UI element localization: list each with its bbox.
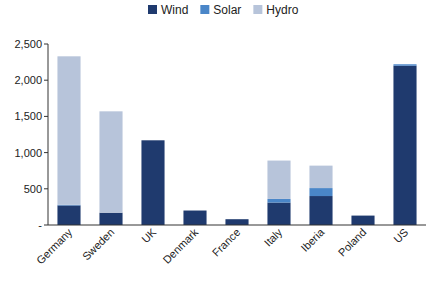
x-tick-label: UK: [139, 225, 159, 245]
bar-segment: [393, 64, 416, 65]
bar-segment: [183, 210, 206, 211]
y-tick: [44, 225, 48, 226]
bar-segment: [99, 111, 122, 212]
bar-segment: [141, 140, 164, 141]
bar-segment: [309, 166, 332, 188]
y-tick-label: 500: [24, 183, 42, 195]
bar-segment: [57, 205, 80, 225]
legend-label: Hydro: [266, 3, 298, 17]
bar-segment: [267, 161, 290, 199]
legend-swatch: [200, 5, 209, 14]
y-tick-label: 2,500: [14, 38, 42, 50]
legend-label: Wind: [161, 3, 188, 17]
bar-segment: [225, 219, 248, 220]
y-tick: [44, 44, 48, 45]
x-tick-label: Sweden: [80, 226, 117, 263]
bar-segment: [183, 210, 206, 211]
bar-segment: [351, 215, 374, 216]
bar-segment: [225, 219, 248, 225]
bars: [57, 56, 416, 225]
legend-swatch: [148, 5, 157, 14]
y-tick: [44, 188, 48, 189]
bar-segment: [267, 203, 290, 225]
bar-segment: [225, 219, 248, 220]
chart: - 500 1,000 1,500 2,000 2,500 GermanySweden UKD…: [0, 0, 431, 294]
bar-segment: [351, 216, 374, 225]
y-tick-label: 2,000: [14, 74, 42, 86]
legend-swatch: [253, 5, 262, 14]
bar-segment: [141, 140, 164, 141]
bar-segment: [57, 56, 80, 204]
y-tick: [44, 116, 48, 117]
y-axis: [48, 44, 49, 225]
bar-segment: [267, 199, 290, 203]
y-tick-label: 1,000: [14, 147, 42, 159]
x-tick-label: Iberia: [298, 225, 327, 254]
y-tick: [44, 152, 48, 153]
bar-segment: [99, 213, 122, 225]
y-tick: [44, 80, 48, 81]
x-tick-label: France: [210, 226, 243, 259]
y-tick-label: -: [38, 219, 42, 231]
bar-segment: [309, 196, 332, 225]
bar-segment: [309, 188, 332, 196]
bar-segment: [393, 64, 416, 65]
bar-segment: [393, 66, 416, 225]
x-axis: [48, 225, 426, 226]
x-tick-label: Italy: [262, 226, 285, 249]
x-tick-label: Denmark: [160, 226, 200, 266]
x-tick-label: Germany: [34, 226, 75, 267]
legend-label: Solar: [213, 3, 241, 17]
bar-segment: [183, 211, 206, 225]
bar-segment: [141, 140, 164, 225]
bar-segment: [351, 215, 374, 216]
x-tick-label: Poland: [336, 226, 369, 259]
y-tick-label: 1,500: [14, 110, 42, 122]
x-tick-label: US: [391, 226, 410, 245]
